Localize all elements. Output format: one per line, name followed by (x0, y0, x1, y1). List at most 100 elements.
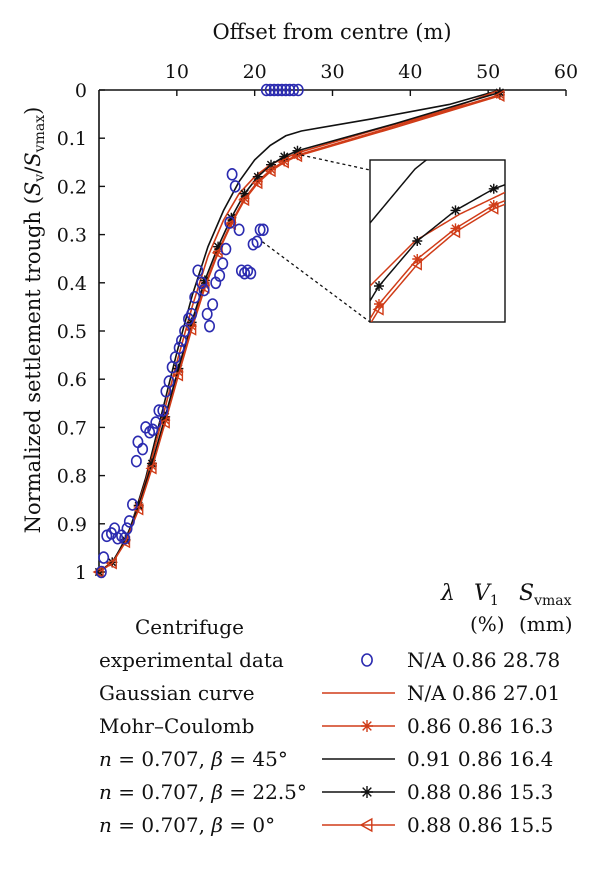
marker-circle (361, 653, 373, 667)
legend-label-gaussian: Gaussian curve (99, 681, 255, 705)
y-axis-title-v: v (32, 174, 48, 183)
legend-header: λ V1 Svmax (%) (mm) (440, 581, 573, 636)
legend: Centrifuge experimental data Gaussian cu… (99, 615, 307, 837)
legend-header-svmax-unit: (mm) (519, 612, 573, 636)
marker-circle (214, 269, 226, 282)
legend-label-centrifuge-2: experimental data (99, 648, 284, 672)
marker-circle (98, 551, 110, 564)
series-0 (95, 83, 304, 579)
legend-header-lambda: λ (440, 581, 455, 606)
marker-triangle (359, 817, 373, 833)
marker-triangle (410, 258, 422, 271)
marker-circle (163, 375, 175, 388)
marker-star (488, 183, 499, 194)
marker-circle (245, 266, 257, 280)
marker-star (173, 363, 184, 374)
marker-triangle (277, 156, 289, 169)
inset-series-line (370, 160, 428, 224)
legend-values-4: 0.88 0.86 15.3 (407, 780, 553, 804)
marker-circle (264, 83, 276, 97)
marker-circle (173, 341, 185, 355)
marker-star (133, 500, 144, 511)
y-tick-label: 0.9 (57, 514, 87, 536)
marker-triangle (224, 217, 237, 231)
inset-frame (369, 159, 506, 323)
marker-triangle (145, 462, 157, 475)
legend-header-v1: V1 (474, 581, 499, 609)
marker-triangle (185, 323, 197, 336)
marker-circle (260, 83, 272, 97)
marker-star (374, 281, 384, 291)
marker-circle (130, 454, 142, 468)
y-axis-title: Normalized settlement trough (Sv/Svmax) (21, 107, 48, 534)
y-tick-label: 0.1 (57, 128, 87, 150)
marker-circle (251, 235, 263, 249)
x-tick-label: 40 (398, 61, 422, 83)
legend-symbol-5 (322, 817, 395, 833)
legend-label-beta0: n = 0.707, β = 0° (99, 813, 275, 837)
marker-star (412, 236, 423, 246)
inset-leader-bottom (262, 241, 371, 323)
legend-values-5: 0.88 0.86 15.5 (407, 813, 553, 837)
marker-star (361, 786, 373, 798)
marker-triangle (251, 176, 263, 190)
marker-triangle (449, 225, 461, 239)
marker-triangle (493, 89, 505, 102)
marker-circle (186, 307, 198, 321)
marker-star (361, 720, 373, 732)
y-tick-label: 1 (75, 562, 87, 584)
y-tick-label: 0.4 (57, 273, 87, 295)
y-axis-title-vmax: vmax (32, 115, 48, 154)
legend-values-1: N/A 0.86 27.01 (407, 681, 560, 705)
marker-star (374, 299, 384, 309)
marker-circle (224, 216, 236, 229)
series-5 (92, 89, 505, 579)
marker-triangle (132, 503, 144, 516)
marker-circle (150, 416, 162, 429)
marker-circle (132, 435, 144, 449)
marker-circle (157, 404, 169, 417)
marker-star (213, 241, 224, 252)
inset-series-line (370, 199, 505, 320)
marker-circle (268, 83, 280, 97)
marker-triangle (487, 202, 499, 215)
x-tick-label: 20 (243, 61, 267, 83)
marker-circle (276, 83, 288, 97)
y-tick-label: 0 (75, 80, 87, 102)
legend-header-svmax: Svmax (519, 581, 572, 609)
marker-star (279, 151, 290, 162)
marker-triangle (158, 416, 170, 429)
marker-triangle (264, 164, 276, 178)
inset-plot (370, 160, 505, 322)
y-tick-label: 0.5 (57, 321, 87, 343)
marker-triangle (171, 369, 184, 382)
marker-circle (229, 180, 241, 193)
legend-symbol-2 (322, 720, 395, 732)
x-tick-label: 60 (554, 61, 578, 83)
marker-circle (220, 242, 232, 256)
legend-symbol-0 (361, 653, 373, 667)
marker-circle (189, 290, 201, 304)
marker-star (199, 275, 210, 286)
series-line (98, 95, 501, 573)
marker-circle (198, 283, 210, 297)
marker-circle (121, 522, 133, 535)
y-axis-title-slash: / (21, 166, 45, 174)
marker-star (450, 205, 461, 216)
legend-label-mohr-coulomb: Mohr–Coulomb (99, 714, 254, 738)
marker-star (266, 159, 277, 170)
y-tick-label: 0.2 (57, 176, 87, 198)
inset-series-line (370, 203, 505, 322)
marker-circle (207, 298, 219, 311)
marker-star (292, 145, 303, 156)
inset-leader-top (301, 154, 371, 171)
marker-circle (233, 223, 245, 237)
marker-triangle (105, 557, 117, 570)
marker-star (412, 254, 423, 264)
legend-values-2: 0.86 0.86 16.3 (407, 714, 553, 738)
x-tick-label: 30 (320, 61, 344, 83)
x-tick-label: 10 (165, 61, 189, 83)
marker-star (252, 171, 263, 182)
inset-series-line (370, 184, 505, 302)
